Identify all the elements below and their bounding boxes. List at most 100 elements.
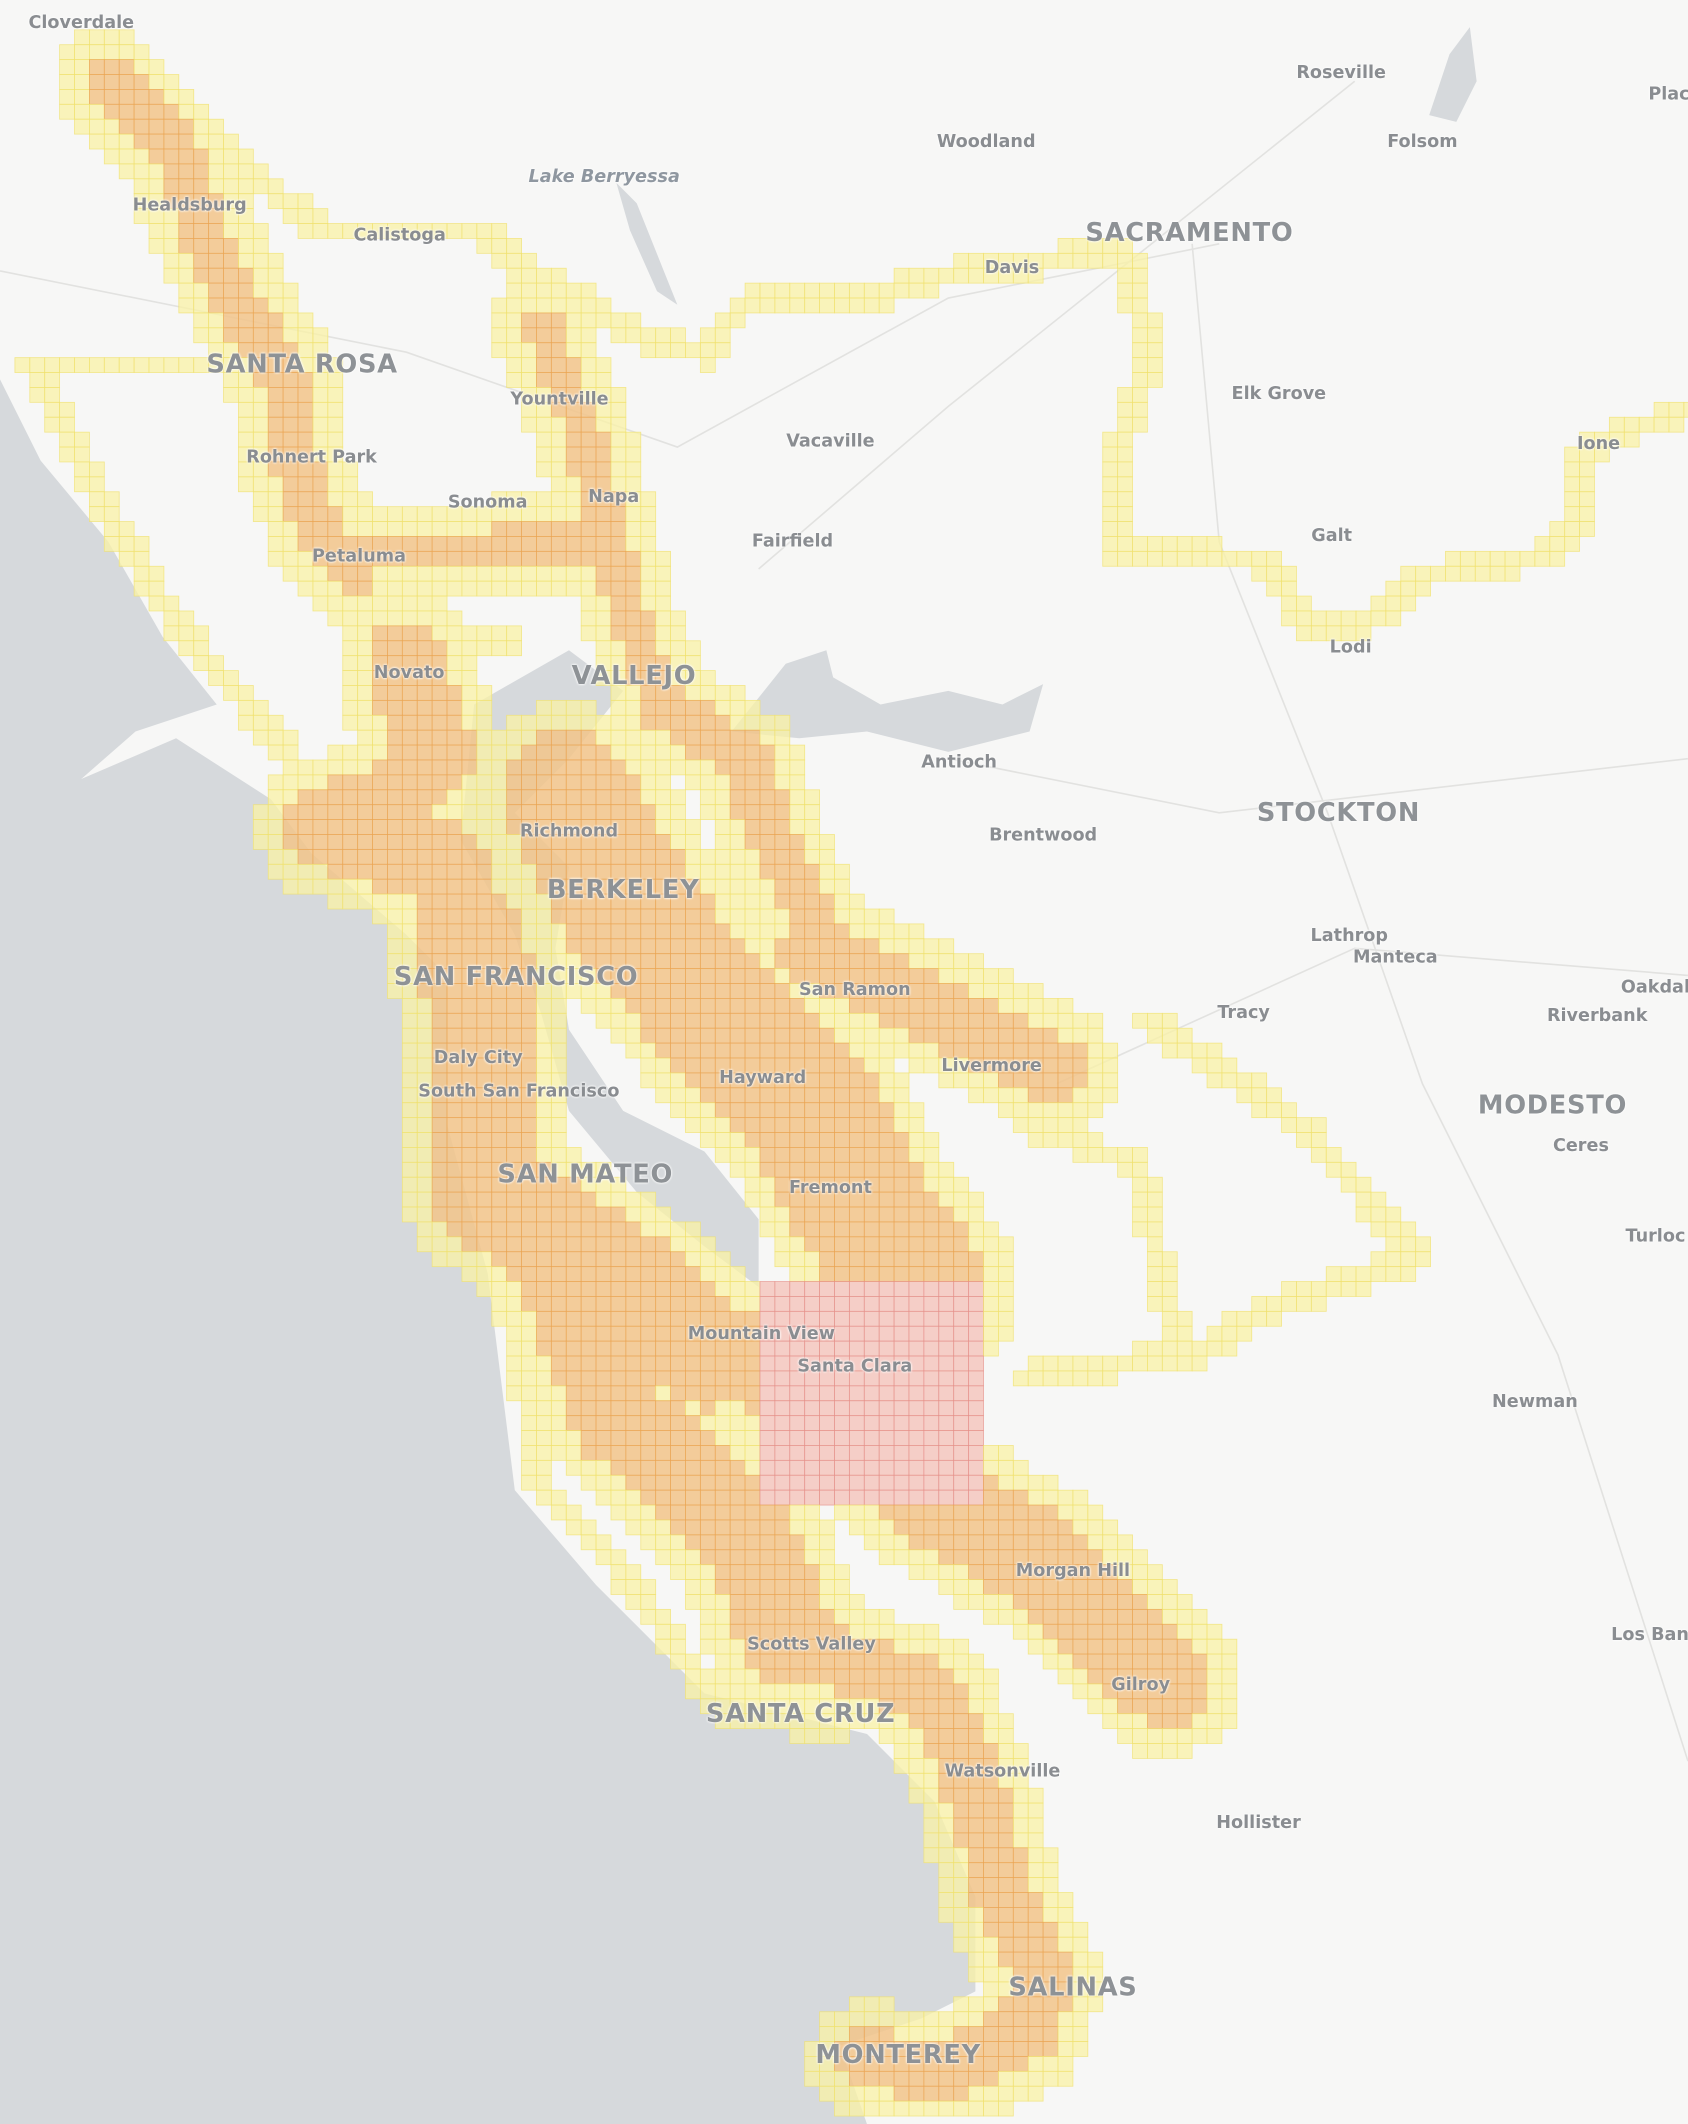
coverage-grid-cell[interactable] <box>491 1296 508 1312</box>
coverage-grid-cell[interactable] <box>521 267 537 284</box>
coverage-grid-cell[interactable] <box>744 1400 761 1417</box>
coverage-grid-cell[interactable] <box>625 1474 642 1491</box>
coverage-grid-cell[interactable] <box>1132 1147 1148 1163</box>
coverage-grid-cell[interactable] <box>148 238 165 254</box>
coverage-grid-cell[interactable] <box>1102 1698 1119 1715</box>
coverage-grid-cell[interactable] <box>610 774 627 791</box>
coverage-grid-cell[interactable] <box>729 1385 746 1402</box>
coverage-grid-cell[interactable] <box>193 327 210 344</box>
coverage-grid-cell[interactable] <box>729 312 746 329</box>
selected-grid-cell[interactable] <box>804 1459 820 1476</box>
coverage-grid-cell[interactable] <box>506 327 522 344</box>
coverage-grid-cell[interactable] <box>610 848 627 865</box>
coverage-grid-cell[interactable] <box>729 1042 746 1059</box>
coverage-grid-cell[interactable] <box>848 893 865 910</box>
coverage-grid-cell[interactable] <box>953 1176 970 1193</box>
coverage-grid-cell[interactable] <box>655 565 671 582</box>
coverage-grid-cell[interactable] <box>744 297 761 314</box>
coverage-grid-cell[interactable] <box>580 759 597 776</box>
coverage-grid-cell[interactable] <box>655 1012 671 1029</box>
coverage-grid-cell[interactable] <box>610 550 627 567</box>
coverage-grid-cell[interactable] <box>193 267 210 284</box>
coverage-grid-cell[interactable] <box>476 714 493 731</box>
coverage-grid-cell[interactable] <box>223 178 239 195</box>
coverage-grid-cell[interactable] <box>580 1534 597 1551</box>
coverage-grid-cell[interactable] <box>1117 536 1133 552</box>
coverage-grid-cell[interactable] <box>193 103 210 120</box>
coverage-grid-cell[interactable] <box>714 1415 731 1431</box>
coverage-grid-cell[interactable] <box>1161 1579 1178 1595</box>
coverage-grid-cell[interactable] <box>625 1415 642 1431</box>
coverage-grid-cell[interactable] <box>223 148 239 165</box>
coverage-grid-cell[interactable] <box>431 729 448 746</box>
coverage-grid-cell[interactable] <box>893 1504 910 1521</box>
coverage-grid-cell[interactable] <box>834 1251 850 1268</box>
selected-grid-cell[interactable] <box>938 1355 955 1372</box>
selected-grid-cell[interactable] <box>908 1281 925 1297</box>
coverage-grid-cell[interactable] <box>491 1132 508 1148</box>
coverage-grid-cell[interactable] <box>297 536 314 552</box>
coverage-grid-cell[interactable] <box>565 1296 582 1312</box>
coverage-grid-cell[interactable] <box>789 1087 806 1104</box>
coverage-grid-cell[interactable] <box>461 804 478 820</box>
coverage-grid-cell[interactable] <box>759 1206 776 1223</box>
coverage-grid-cell[interactable] <box>491 640 508 657</box>
selected-grid-cell[interactable] <box>923 1340 940 1357</box>
coverage-grid-cell[interactable] <box>1012 1474 1029 1491</box>
coverage-grid-cell[interactable] <box>357 729 373 746</box>
coverage-grid-cell[interactable] <box>44 372 61 388</box>
coverage-grid-cell[interactable] <box>401 714 418 731</box>
coverage-grid-cell[interactable] <box>968 1936 984 1953</box>
coverage-grid-cell[interactable] <box>953 1221 970 1238</box>
coverage-grid-cell[interactable] <box>789 759 806 776</box>
coverage-grid-cell[interactable] <box>1147 1012 1163 1029</box>
coverage-grid-cell[interactable] <box>506 998 522 1014</box>
coverage-grid-cell[interactable] <box>938 267 955 284</box>
coverage-grid-cell[interactable] <box>267 536 284 552</box>
coverage-grid-cell[interactable] <box>446 536 463 552</box>
coverage-grid-cell[interactable] <box>998 1251 1014 1268</box>
coverage-grid-cell[interactable] <box>1370 1266 1387 1282</box>
coverage-grid-cell[interactable] <box>699 804 716 820</box>
coverage-grid-cell[interactable] <box>536 789 552 806</box>
coverage-grid-cell[interactable] <box>953 1519 970 1536</box>
coverage-grid-cell[interactable] <box>565 1340 582 1357</box>
coverage-grid-cell[interactable] <box>267 178 284 195</box>
selected-grid-cell[interactable] <box>759 1355 776 1372</box>
coverage-grid-cell[interactable] <box>968 1027 984 1044</box>
coverage-grid-cell[interactable] <box>878 1221 895 1238</box>
coverage-grid-cell[interactable] <box>640 834 657 850</box>
coverage-grid-cell[interactable] <box>1176 1668 1193 1685</box>
coverage-grid-cell[interactable] <box>699 1504 716 1521</box>
coverage-grid-cell[interactable] <box>744 744 761 761</box>
coverage-grid-cell[interactable] <box>580 595 597 612</box>
coverage-grid-cell[interactable] <box>625 1445 642 1461</box>
coverage-grid-cell[interactable] <box>580 1370 597 1387</box>
coverage-grid-cell[interactable] <box>640 1579 657 1595</box>
coverage-grid-cell[interactable] <box>208 655 224 671</box>
coverage-grid-cell[interactable] <box>759 819 776 835</box>
coverage-grid-cell[interactable] <box>118 357 135 373</box>
coverage-grid-cell[interactable] <box>774 297 791 314</box>
coverage-grid-cell[interactable] <box>998 1236 1014 1253</box>
coverage-grid-cell[interactable] <box>550 1206 567 1223</box>
coverage-grid-cell[interactable] <box>714 1400 731 1417</box>
coverage-grid-cell[interactable] <box>908 1772 925 1789</box>
coverage-grid-cell[interactable] <box>938 1012 955 1029</box>
coverage-grid-cell[interactable] <box>804 1534 820 1551</box>
coverage-grid-cell[interactable] <box>506 1221 522 1238</box>
coverage-grid-cell[interactable] <box>208 223 224 239</box>
coverage-grid-cell[interactable] <box>670 1057 686 1074</box>
coverage-grid-cell[interactable] <box>714 998 731 1014</box>
coverage-grid-cell[interactable] <box>759 938 776 955</box>
coverage-grid-cell[interactable] <box>744 834 761 850</box>
coverage-grid-cell[interactable] <box>744 908 761 925</box>
coverage-grid-cell[interactable] <box>670 908 686 925</box>
coverage-grid-cell[interactable] <box>729 938 746 955</box>
coverage-grid-cell[interactable] <box>1206 1728 1223 1744</box>
coverage-grid-cell[interactable] <box>282 774 299 791</box>
coverage-grid-cell[interactable] <box>372 729 388 746</box>
coverage-grid-cell[interactable] <box>640 1340 657 1357</box>
coverage-grid-cell[interactable] <box>565 699 582 716</box>
coverage-grid-cell[interactable] <box>476 223 493 239</box>
